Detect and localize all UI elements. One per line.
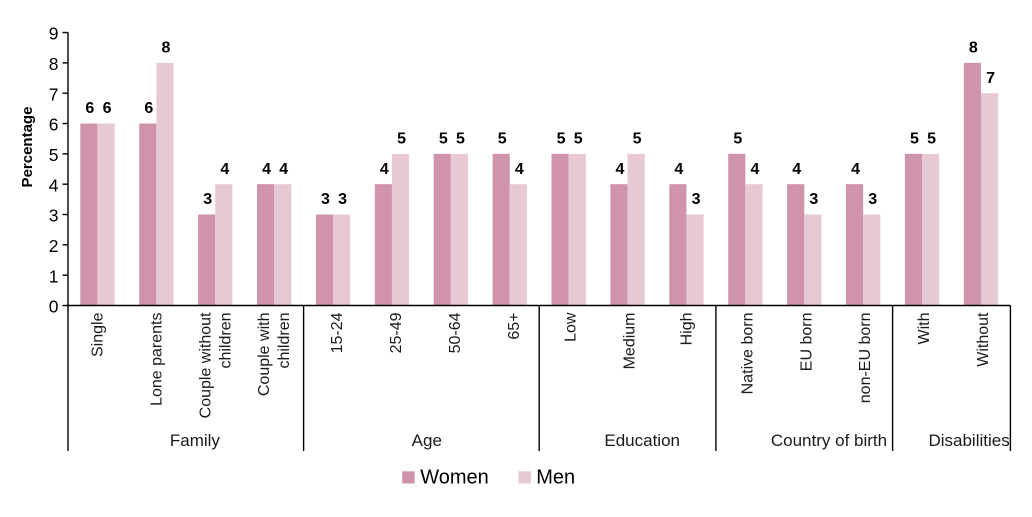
svg-text:5: 5 xyxy=(574,131,583,148)
svg-text:4: 4 xyxy=(851,161,860,178)
svg-text:4: 4 xyxy=(49,175,59,195)
svg-text:3: 3 xyxy=(321,191,330,208)
svg-text:65+: 65+ xyxy=(506,313,523,340)
svg-text:0: 0 xyxy=(49,297,59,317)
svg-text:3: 3 xyxy=(809,191,818,208)
svg-text:5: 5 xyxy=(498,131,507,148)
svg-text:4: 4 xyxy=(279,161,288,178)
svg-text:2: 2 xyxy=(49,236,59,256)
svg-text:4: 4 xyxy=(674,161,683,178)
svg-text:6: 6 xyxy=(144,100,153,117)
svg-text:non-EU born: non-EU born xyxy=(857,313,874,404)
svg-text:3: 3 xyxy=(338,191,347,208)
svg-text:3: 3 xyxy=(868,191,877,208)
svg-text:High: High xyxy=(678,313,695,346)
svg-text:25-49: 25-49 xyxy=(388,312,405,353)
svg-text:9: 9 xyxy=(49,24,59,44)
svg-text:Percentage: Percentage xyxy=(19,107,36,188)
svg-text:Couple without: Couple without xyxy=(197,312,214,418)
svg-text:50-64: 50-64 xyxy=(447,312,464,353)
svg-text:4: 4 xyxy=(515,161,524,178)
svg-text:5: 5 xyxy=(397,131,406,148)
svg-text:With: With xyxy=(916,313,933,345)
svg-text:4: 4 xyxy=(380,161,389,178)
svg-text:5: 5 xyxy=(456,131,465,148)
svg-text:5: 5 xyxy=(633,131,642,148)
svg-text:Lone parents: Lone parents xyxy=(148,313,165,406)
svg-text:8: 8 xyxy=(969,40,978,57)
svg-text:Disabilities: Disabilities xyxy=(928,431,1009,450)
svg-text:4: 4 xyxy=(750,161,759,178)
svg-text:Without: Without xyxy=(975,312,992,367)
svg-text:6: 6 xyxy=(49,115,59,135)
svg-text:7: 7 xyxy=(986,70,995,87)
svg-text:4: 4 xyxy=(792,161,801,178)
svg-text:7: 7 xyxy=(49,84,59,104)
svg-text:15-24: 15-24 xyxy=(329,312,346,353)
svg-text:Couple with: Couple with xyxy=(256,313,273,397)
svg-text:Age: Age xyxy=(412,431,442,450)
svg-text:4: 4 xyxy=(220,161,229,178)
svg-text:4: 4 xyxy=(262,161,271,178)
svg-text:Men: Men xyxy=(536,466,575,488)
svg-text:6: 6 xyxy=(85,100,94,117)
svg-text:Women: Women xyxy=(420,466,489,488)
svg-text:3: 3 xyxy=(203,191,212,208)
svg-text:8: 8 xyxy=(161,40,170,57)
svg-text:Country of birth: Country of birth xyxy=(771,431,887,450)
svg-text:children: children xyxy=(217,313,234,369)
svg-text:Education: Education xyxy=(604,431,680,450)
svg-text:5: 5 xyxy=(49,145,59,165)
svg-text:1: 1 xyxy=(49,266,59,286)
svg-text:Family: Family xyxy=(170,431,221,450)
svg-text:Medium: Medium xyxy=(622,313,639,370)
svg-text:5: 5 xyxy=(910,131,919,148)
svg-text:Single: Single xyxy=(89,312,106,357)
svg-text:5: 5 xyxy=(439,131,448,148)
svg-text:5: 5 xyxy=(557,131,566,148)
svg-text:3: 3 xyxy=(692,191,701,208)
svg-text:5: 5 xyxy=(927,131,936,148)
svg-text:Native born: Native born xyxy=(739,313,756,395)
svg-text:children: children xyxy=(276,313,293,369)
svg-text:3: 3 xyxy=(49,206,59,226)
svg-text:6: 6 xyxy=(103,100,112,117)
svg-text:8: 8 xyxy=(49,54,59,74)
svg-text:Low: Low xyxy=(563,312,580,342)
svg-text:4: 4 xyxy=(616,161,625,178)
svg-text:5: 5 xyxy=(733,131,742,148)
svg-text:EU born: EU born xyxy=(798,313,815,372)
